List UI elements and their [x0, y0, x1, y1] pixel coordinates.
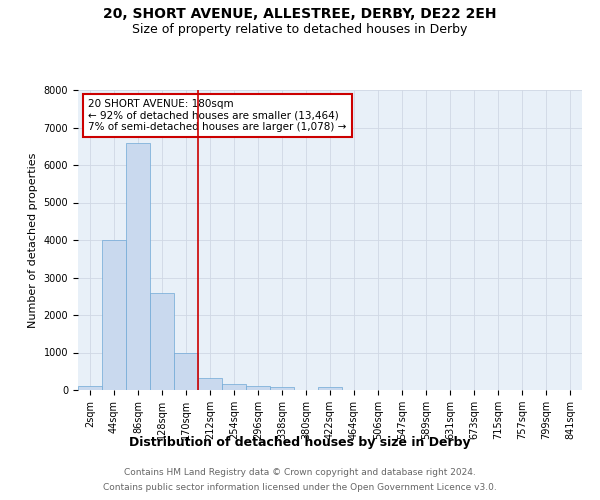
Text: Distribution of detached houses by size in Derby: Distribution of detached houses by size … — [129, 436, 471, 449]
Bar — [198, 378, 222, 390]
Text: 20, SHORT AVENUE, ALLESTREE, DERBY, DE22 2EH: 20, SHORT AVENUE, ALLESTREE, DERBY, DE22… — [103, 8, 497, 22]
Bar — [78, 386, 102, 390]
Bar — [102, 240, 126, 390]
Text: Size of property relative to detached houses in Derby: Size of property relative to detached ho… — [133, 22, 467, 36]
Bar — [318, 387, 342, 390]
Text: Contains public sector information licensed under the Open Government Licence v3: Contains public sector information licen… — [103, 483, 497, 492]
Bar — [222, 384, 246, 390]
Text: Contains HM Land Registry data © Crown copyright and database right 2024.: Contains HM Land Registry data © Crown c… — [124, 468, 476, 477]
Y-axis label: Number of detached properties: Number of detached properties — [28, 152, 38, 328]
Bar — [150, 292, 174, 390]
Bar — [246, 386, 270, 390]
Text: 20 SHORT AVENUE: 180sqm
← 92% of detached houses are smaller (13,464)
7% of semi: 20 SHORT AVENUE: 180sqm ← 92% of detache… — [88, 99, 346, 132]
Bar — [270, 387, 294, 390]
Bar — [174, 352, 198, 390]
Bar — [126, 142, 150, 390]
